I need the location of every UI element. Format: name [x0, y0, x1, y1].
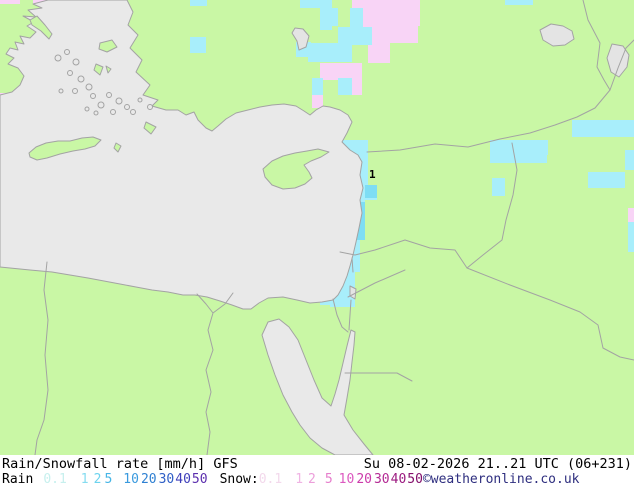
legend-title-row: Rain/Snowfall rate [mm/h] GFS Su 08-02-2…	[2, 456, 632, 472]
snow-scale-value: 50	[407, 472, 423, 487]
rain-cell	[628, 222, 634, 252]
snow-scale-value: 1	[295, 472, 304, 487]
rain-scale-value: 5	[104, 472, 113, 487]
rain-cell	[572, 120, 634, 137]
jordan-valley	[348, 257, 354, 331]
rain-cell	[190, 37, 206, 53]
rain-cell	[490, 140, 547, 163]
nile-river	[196, 292, 234, 455]
border-egypt-israel	[332, 298, 349, 333]
coastlines-and-borders	[0, 0, 634, 455]
rain-scale-value: 30	[158, 472, 175, 487]
rain-cell-medium	[365, 185, 377, 198]
rain-scale-value: 0.1	[43, 472, 67, 487]
rain-scale-value: 50	[191, 472, 208, 487]
rain-scale-value: 40	[175, 472, 191, 487]
border-turkey-southeast	[366, 39, 634, 153]
rain-scale-value: 2	[93, 472, 102, 487]
rain-scale-value: 20	[140, 472, 157, 487]
rain-cell	[338, 27, 372, 45]
border-syria-jordan	[339, 239, 406, 256]
rain-cell	[350, 8, 363, 28]
rain-cell	[300, 0, 323, 8]
cyclades-islands	[54, 49, 153, 116]
snow-scale-value: 2	[308, 472, 316, 487]
map-datetime: Su 08-02-2026 21..21 UTC (06+231)	[363, 456, 632, 472]
map-container: 1	[0, 0, 634, 455]
copyright-text: ©weatheronline.co.uk	[422, 472, 580, 487]
snow-cell	[0, 0, 20, 4]
border-saudi-iraq	[466, 267, 634, 361]
rain-cell	[312, 78, 323, 95]
rain-cell	[190, 0, 207, 6]
rain-cell	[588, 172, 625, 188]
border-jordan-iraq	[404, 239, 468, 269]
map-image: 1	[0, 0, 634, 455]
snow-scale-value: 20	[356, 472, 372, 487]
rain-cell	[308, 43, 352, 62]
border-turkey-iran	[582, 0, 611, 91]
snow-scale-value: 0.1	[258, 472, 283, 487]
rain-cell	[338, 78, 352, 95]
rain-scale-label: Rain	[2, 472, 34, 487]
snow-scale-value: 5	[324, 472, 333, 487]
border-egypt-libya	[34, 261, 49, 455]
snow-cell	[352, 78, 362, 95]
snow-cell	[628, 208, 634, 222]
snow-cell	[368, 43, 390, 63]
border-jordan-saudi	[344, 269, 413, 382]
rain-scale-value: 10	[123, 472, 139, 487]
rain-cell	[325, 8, 338, 26]
snow-cell	[405, 0, 420, 26]
border-syria-iraq	[466, 142, 518, 269]
snow-scale-value: 40	[390, 472, 407, 487]
snow-scale-label: Snow:	[219, 472, 259, 487]
legend-bar: Rain/Snowfall rate [mm/h] GFS Su 08-02-2…	[0, 455, 634, 490]
rain-cell	[492, 178, 505, 196]
legend-scale-row: Rain 0.1 1 2 5 10 20 304050 Snow: 0.1 1 2 5 10 20 30…	[2, 472, 632, 487]
snow-cell	[320, 63, 362, 80]
map-title: Rain/Snowfall rate [mm/h] GFS	[2, 456, 238, 472]
rain-cell	[625, 150, 634, 170]
rain-scale-values: 0.1 1 2 5 10 20 304050	[33, 472, 207, 487]
snow-scale-values: 0.1 1 2 5 10 20 304050	[259, 472, 423, 487]
snow-cell	[312, 95, 323, 108]
rain-cell	[505, 0, 533, 5]
precip-max-label: 1	[369, 168, 376, 181]
snow-scale-value: 30	[373, 472, 390, 487]
snow-scale-value: 10	[338, 472, 355, 487]
rain-scale-value: 1	[80, 472, 89, 487]
